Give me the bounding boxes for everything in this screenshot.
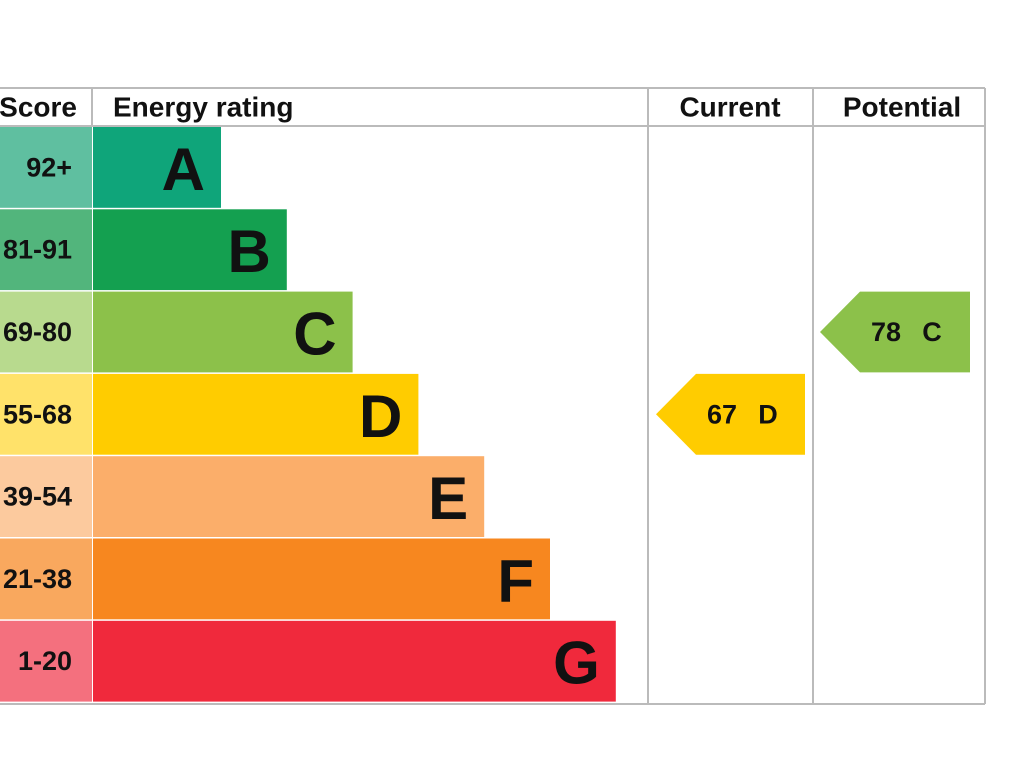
score-cell (0, 291, 92, 373)
score-label: 1-20 (18, 646, 72, 676)
score-label: 39-54 (3, 482, 72, 512)
score-cell (0, 127, 92, 208)
score-cell (0, 209, 92, 291)
score-cell (0, 456, 92, 537)
header-potential: Potential (843, 92, 961, 123)
score-label: 69-80 (3, 317, 72, 347)
score-cell (0, 538, 92, 620)
rating-letter: A (162, 136, 205, 203)
rating-letter: G (553, 630, 600, 697)
rating-bar (93, 127, 221, 208)
score-cell (0, 620, 92, 702)
rating-bar (93, 291, 353, 373)
rating-bar (93, 373, 419, 455)
rating-bar (93, 456, 485, 537)
header-score: Score (0, 92, 77, 123)
header-rating: Energy rating (113, 92, 293, 123)
score-label: 92+ (26, 152, 72, 182)
rating-letter: B (227, 218, 270, 285)
score-cell (0, 373, 92, 455)
potential-score: 78 (871, 317, 901, 347)
rating-letter: F (497, 547, 534, 614)
potential-arrow (820, 291, 970, 373)
rating-bar (93, 620, 616, 702)
header-current: Current (679, 92, 780, 123)
rating-letter: D (359, 383, 402, 450)
score-label: 55-68 (3, 399, 72, 429)
rating-bar (93, 209, 287, 291)
score-label: 81-91 (3, 235, 72, 265)
potential-rating: C (922, 317, 942, 347)
score-label: 21-38 (3, 564, 72, 594)
table-frame (0, 87, 986, 705)
rating-letter: E (428, 465, 468, 532)
current-arrow (656, 373, 805, 455)
rating-bar (93, 538, 550, 620)
current-score: 67 (707, 399, 737, 429)
rating-letter: C (293, 301, 336, 368)
current-rating: D (758, 399, 778, 429)
